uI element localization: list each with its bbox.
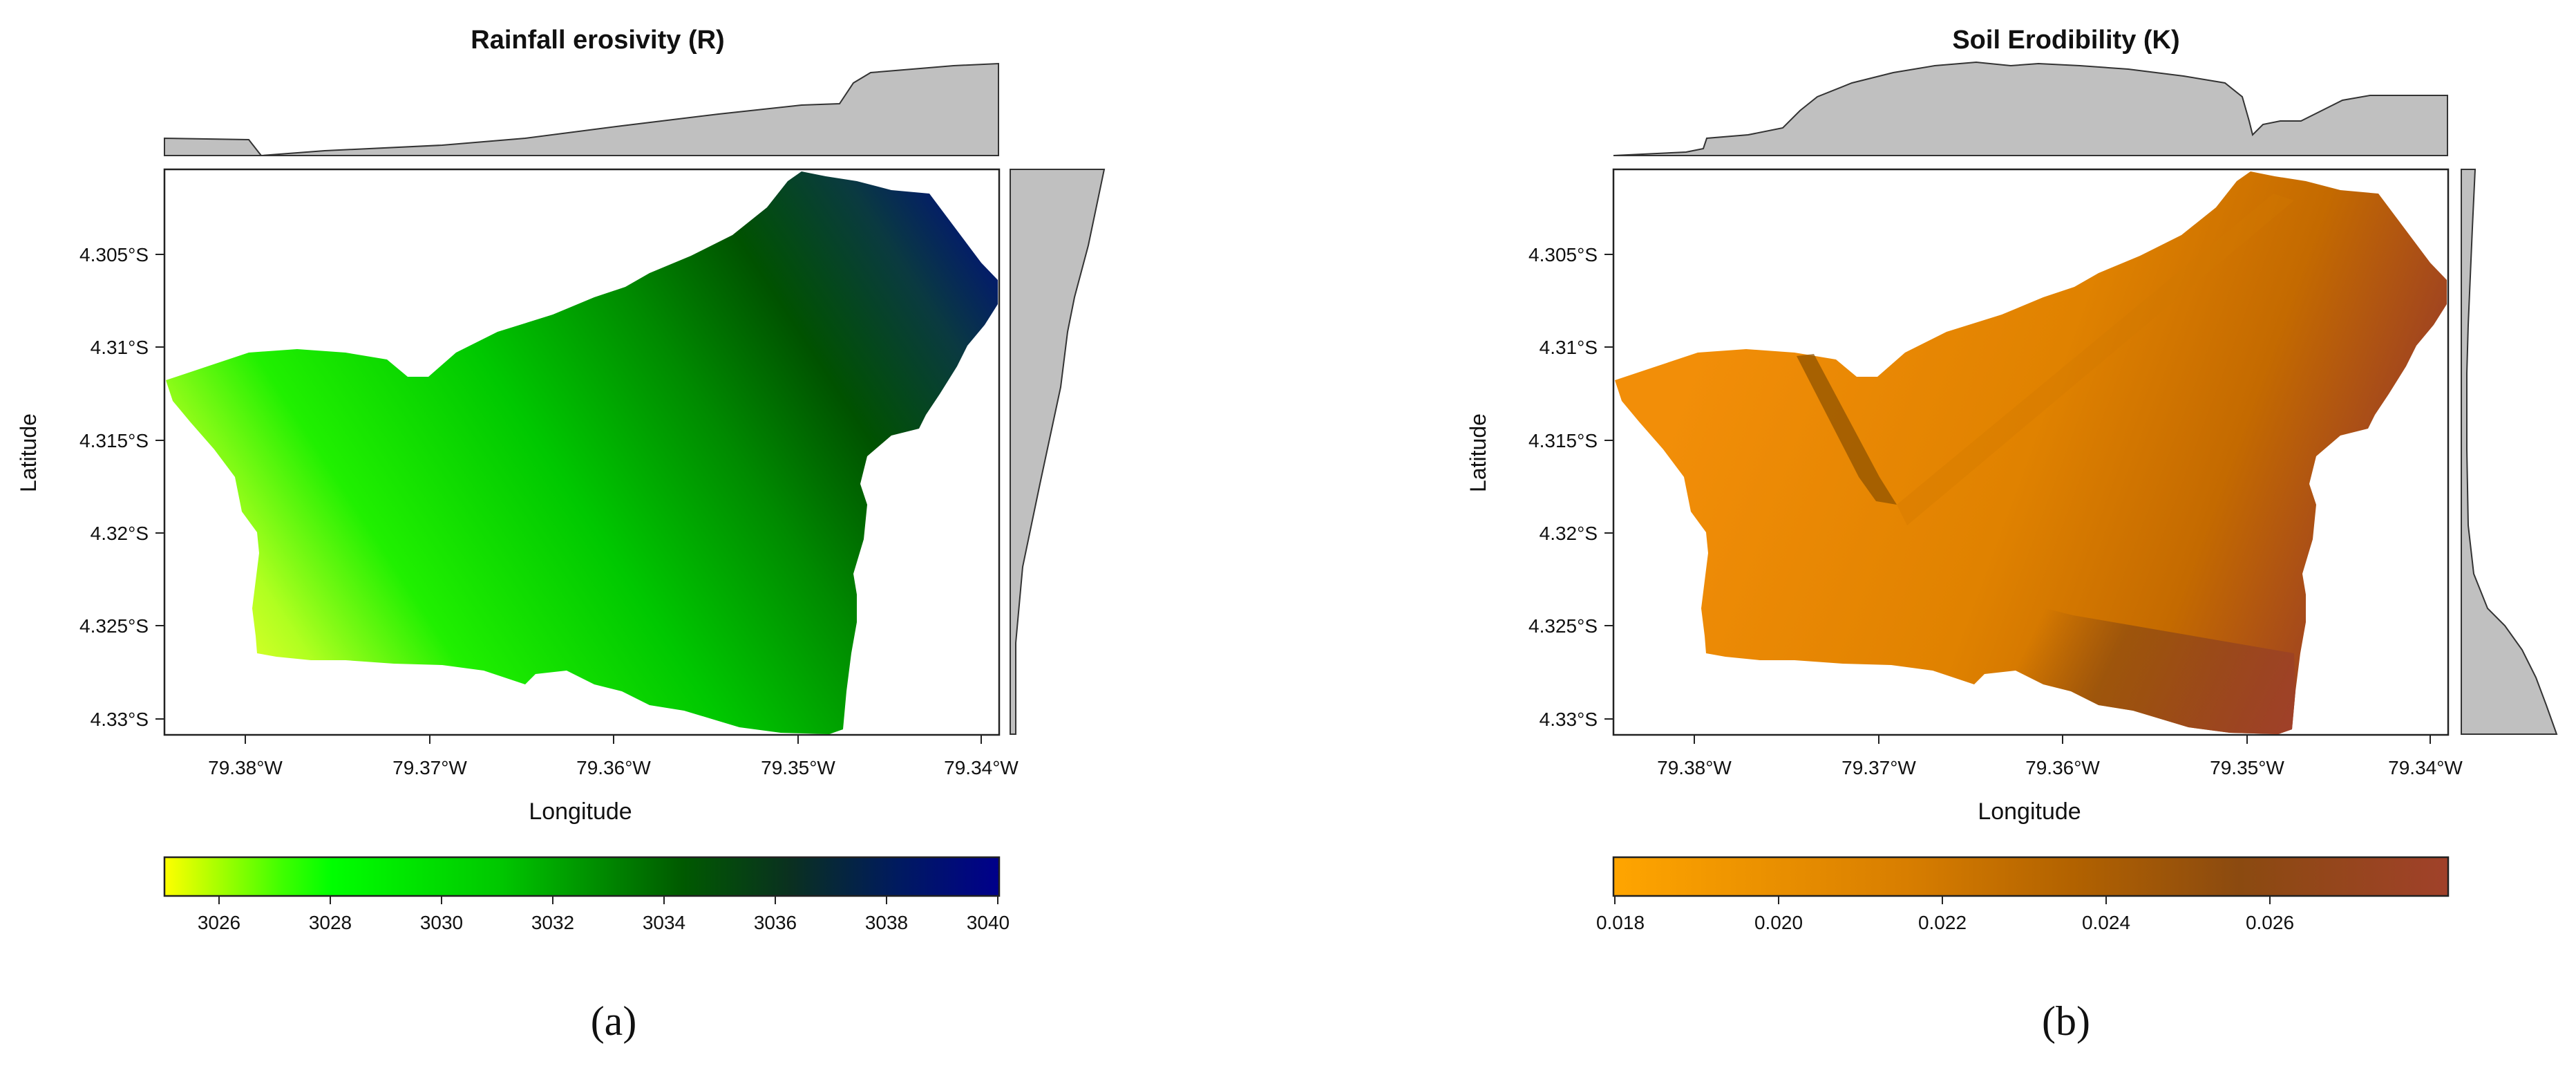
panel-a-y-label: Latitude — [16, 413, 41, 492]
panel-b-y-tick: 4.31°S — [1540, 337, 1598, 358]
panel-a-colorbar-tick-label: 3032 — [531, 912, 574, 933]
panel-b-colorbar-tick-label: 0.026 — [2246, 912, 2294, 933]
panel-b-title: Soil Erodibility (K) — [1952, 26, 2179, 55]
panel-a-label: (a) — [591, 998, 637, 1044]
panel-a-colorbar-ticks: 3026 3028 3030 3032 3034 3036 3038 3040 — [198, 896, 1010, 933]
panel-b-x-tick: 79.37°W — [1841, 757, 1916, 778]
panel-b-colorbar-ticks: 0.018 0.020 0.022 0.024 0.026 — [1596, 896, 2294, 933]
panel-a-y-tick: 4.305°S — [79, 244, 149, 265]
panel-b-x-tick: 79.38°W — [1657, 757, 1732, 778]
panel-a-colorbar-tick-label: 3030 — [420, 912, 463, 933]
panel-b-watershed — [1615, 171, 2447, 734]
panel-b-right-density — [2461, 169, 2558, 735]
panel-a-colorbar-tick-label: 3028 — [309, 912, 352, 933]
panel-b-colorbar-tick-label: 0.018 — [1596, 912, 1645, 933]
panel-b-colorbar-tick-label: 0.022 — [1918, 912, 1967, 933]
panel-a-x-tick: 79.38°W — [208, 757, 283, 778]
panel-b-colorbar-tick-label: 0.024 — [2082, 912, 2130, 933]
panel-a-y-axis: 4.305°S 4.31°S 4.315°S 4.32°S 4.325°S 4.… — [79, 244, 164, 730]
panel-b-y-tick: 4.325°S — [1528, 615, 1598, 637]
panel-a-right-density — [1010, 169, 1106, 735]
panel-b-colorbar — [1612, 856, 2450, 897]
panel-b-x-tick: 79.34°W — [2388, 757, 2463, 778]
panel-a-y-tick: 4.33°S — [91, 709, 149, 730]
panel-b-y-label: Latitude — [1466, 413, 1490, 492]
panel-a-x-tick: 79.36°W — [576, 757, 651, 778]
panel-a-colorbar-tick-label: 3034 — [643, 912, 685, 933]
panel-b-label: (b) — [2042, 998, 2090, 1044]
panel-a-y-tick: 4.325°S — [79, 615, 149, 637]
panel-a-y-tick: 4.315°S — [79, 430, 149, 451]
panel-a-x-label: Longitude — [529, 798, 632, 825]
panel-b-x-label: Longitude — [1978, 798, 2081, 825]
panel-a-colorbar-tick-label: 3040 — [967, 912, 1010, 933]
panel-a-y-tick: 4.32°S — [91, 523, 149, 544]
panel-a-colorbar-tick-label: 3026 — [198, 912, 240, 933]
panel-b-colorbar-tick-label: 0.020 — [1754, 912, 1803, 933]
panel-b-x-tick: 79.35°W — [2210, 757, 2284, 778]
panel-a-x-tick: 79.34°W — [944, 757, 1019, 778]
panel-b-x-tick: 79.36°W — [2025, 757, 2100, 778]
panel-b: Soil Erodibility (K) 4.305°S 4.31°S 4.31… — [1466, 26, 2558, 1044]
panel-a-colorbar-tick-label: 3038 — [865, 912, 908, 933]
panel-a-title: Rainfall erosivity (R) — [471, 26, 724, 55]
panel-a-x-tick: 79.37°W — [392, 757, 467, 778]
panel-b-top-density — [1613, 61, 2448, 156]
panel-b-y-tick: 4.33°S — [1540, 709, 1598, 730]
panel-a-colorbar-tick-label: 3036 — [754, 912, 797, 933]
panel-b-high-k-zone — [1706, 574, 2295, 734]
panel-a-y-tick: 4.31°S — [91, 337, 149, 358]
panel-b-y-tick: 4.305°S — [1528, 244, 1598, 265]
panel-b-ridge — [1897, 194, 2294, 525]
panel-a: Rainfall erosivity (R) 4.305°S 4.31°S 4.… — [16, 26, 1106, 1044]
panel-b-streak — [1797, 354, 1897, 505]
panel-b-y-axis: 4.305°S 4.31°S 4.315°S 4.32°S 4.325°S 4.… — [1528, 244, 1613, 730]
panel-b-y-tick: 4.32°S — [1540, 523, 1598, 544]
panel-a-x-axis: 79.38°W 79.37°W 79.36°W 79.35°W 79.34°W — [208, 735, 1019, 778]
panel-a-watershed — [166, 171, 998, 734]
panel-b-y-tick: 4.315°S — [1528, 430, 1598, 451]
panel-b-x-axis: 79.38°W 79.37°W 79.36°W 79.35°W 79.34°W — [1657, 735, 2463, 778]
panel-a-top-density — [164, 62, 999, 156]
panel-a-x-tick: 79.35°W — [761, 757, 835, 778]
panel-a-colorbar — [163, 856, 1001, 897]
